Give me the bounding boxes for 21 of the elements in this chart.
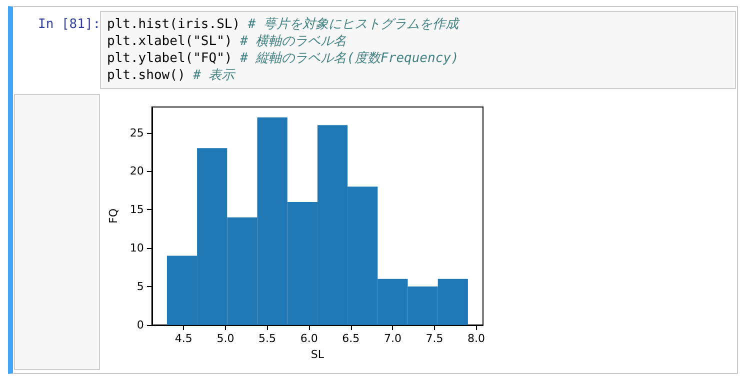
text: plt.xlabel("SL") # 横軸のラベル名 bbox=[107, 33, 348, 50]
y-tick-label: 5 bbox=[136, 280, 144, 294]
x-tick-label: 4.5 bbox=[174, 332, 192, 345]
y-tick-label: 20 bbox=[130, 164, 144, 178]
y-tick-label: 15 bbox=[130, 203, 144, 216]
y-tick-label: 25 bbox=[130, 126, 144, 140]
text: In [81]: bbox=[38, 17, 101, 32]
x-tick-label: 7.0 bbox=[384, 332, 402, 345]
x-tick-label: 6.5 bbox=[342, 332, 360, 345]
text: plt.ylabel("FQ") # 縦軸のラベル名(度数Frequency) bbox=[107, 50, 460, 67]
x-tick-label: 5.0 bbox=[216, 332, 234, 345]
y-axis-title: FQ bbox=[107, 208, 120, 224]
x-tick-label: 6.0 bbox=[300, 332, 318, 345]
text: plt.show() # 表示 bbox=[107, 67, 236, 84]
x-tick-label: 7.5 bbox=[426, 332, 444, 345]
x-tick-label: 5.5 bbox=[258, 332, 276, 345]
x-tick-label: 8.0 bbox=[468, 332, 486, 345]
x-axis-title: SL bbox=[310, 348, 325, 361]
y-tick-label: 0 bbox=[136, 318, 144, 332]
y-tick-label: 10 bbox=[130, 242, 144, 255]
text: plt.hist(iris.SL) # 萼片を対象にヒストグラムを作成 bbox=[107, 16, 461, 33]
